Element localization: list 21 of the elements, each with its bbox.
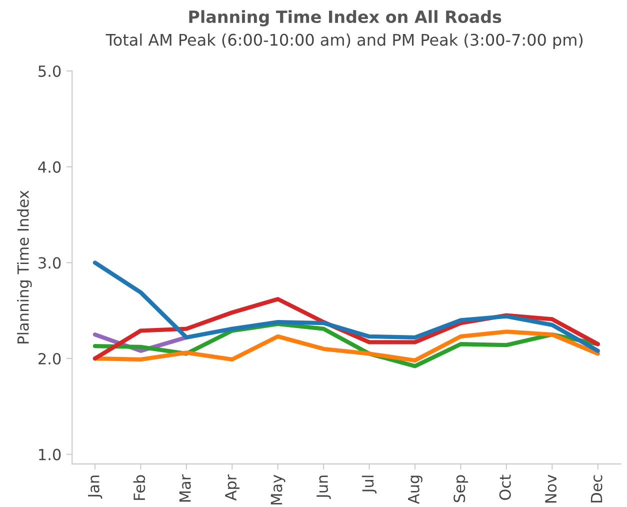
chart-title: Planning Time Index on All Roads xyxy=(189,10,502,26)
x-tick-label: Dec xyxy=(590,475,602,502)
x-tick-label: Aug xyxy=(408,476,422,504)
y-tick-label: 4.0 xyxy=(38,161,61,173)
x-tick-label: Apr xyxy=(225,474,240,501)
x-tick-label: Oct xyxy=(499,474,511,500)
x-tick-label: Sep xyxy=(454,475,468,502)
y-axis-title: Planning Time Index xyxy=(17,190,32,344)
y-tick-label: 5.0 xyxy=(38,65,61,77)
x-tick-label: Jun xyxy=(316,476,331,499)
y-tick-label: 2.0 xyxy=(38,352,61,365)
y-tick-label: 1.0 xyxy=(39,448,61,460)
chart-subtitle: Total AM Peak (6:00-10:00 am) and PM Peak (3:00-7:00 pm) xyxy=(106,33,583,49)
x-tick-label: Jan xyxy=(88,476,102,499)
x-tick-label: Mar xyxy=(179,474,191,502)
y-tick-label: 3.0 xyxy=(38,257,61,269)
line-series xyxy=(92,260,600,353)
x-tick-label: Nov xyxy=(545,474,557,503)
x-tick-label: May xyxy=(270,474,286,504)
x-tick-label: Jul xyxy=(362,476,377,494)
x-tick-label: Feb xyxy=(133,475,146,500)
